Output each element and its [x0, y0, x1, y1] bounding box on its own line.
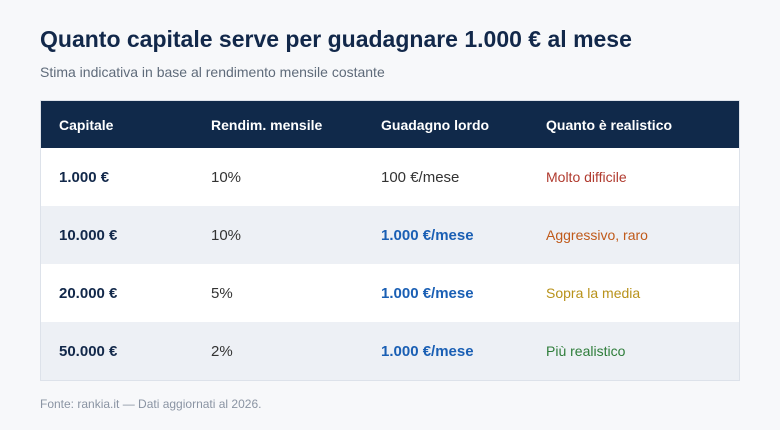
column-header: Rendim. mensile [211, 100, 381, 148]
table-row: 50.000 € 2% 1.000 €/mese Più realistico [40, 322, 740, 381]
table-row: 1.000 € 10% 100 €/mese Molto difficile [40, 148, 740, 206]
source-note: Fonte: rankia.it — Dati aggiornati al 20… [40, 397, 262, 411]
capital-table: Capitale Rendim. mensile Guadagno lordo Qua… [40, 100, 740, 381]
title: Quanto capitale serve per guadagnare 1.0… [40, 26, 632, 52]
return-cell: 5% [211, 284, 233, 302]
realism-cell: Sopra la media [546, 285, 641, 301]
return-cell: 2% [211, 342, 233, 360]
gain-cell: 1.000 €/mese [381, 342, 474, 360]
column-header: Guadagno lordo [381, 100, 546, 148]
table-body: 1.000 € 10% 100 €/mese Molto difficile 10.00… [40, 148, 740, 381]
column-header: Capitale [40, 100, 211, 148]
gain-cell: 100 €/mese [381, 168, 460, 186]
capital-cell: 20.000 € [59, 284, 118, 302]
table-row: 10.000 € 10% 1.000 €/mese Aggressivo, raro [40, 206, 740, 264]
header-row: Capitale Rendim. mensile Guadagno lordo Qua… [40, 100, 740, 148]
realism-cell: Molto difficile [546, 169, 627, 185]
capital-cell: 10.000 € [59, 226, 118, 244]
return-cell: 10% [211, 168, 242, 186]
gain-cell: 1.000 €/mese [381, 226, 474, 244]
capital-cell: 1.000 € [59, 168, 110, 186]
realism-cell: Più realistico [546, 343, 626, 359]
column-header: Quanto è realistico [546, 100, 740, 148]
return-cell: 10% [211, 226, 242, 244]
capital-cell: 50.000 € [59, 342, 118, 360]
subtitle: Stima indicativa in base al rendimento m… [40, 64, 385, 80]
gain-cell: 1.000 €/mese [381, 284, 474, 302]
realism-cell: Aggressivo, raro [546, 227, 648, 243]
table-row: 20.000 € 5% 1.000 €/mese Sopra la media [40, 264, 740, 322]
